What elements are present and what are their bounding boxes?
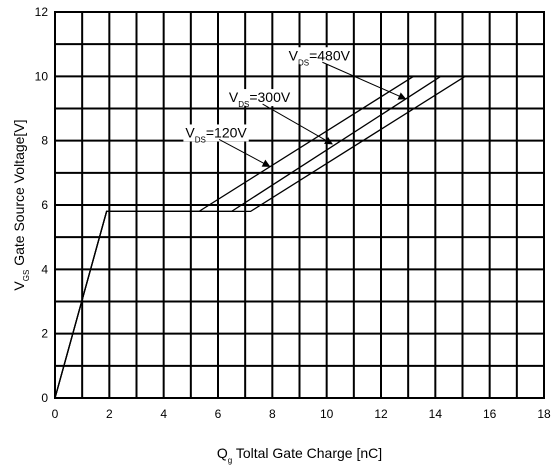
x-tick-label: 16 (483, 407, 497, 421)
x-tick-label: 0 (52, 407, 59, 421)
x-axis-label-subscript: g (228, 456, 232, 465)
grid (55, 12, 544, 398)
y-tick-label: 12 (35, 5, 49, 19)
series-group (54, 75, 466, 399)
series-label-subscript: DS (238, 100, 249, 109)
x-axis-label: Qg Toltal Gate Charge [nC] (217, 445, 382, 465)
x-tick-label: 2 (106, 407, 113, 421)
annotation-arrow (262, 103, 333, 145)
x-tick-label: 18 (537, 407, 551, 421)
series-label-rest: =300V (249, 89, 291, 105)
plot-border (54, 11, 545, 399)
y-axis-label-main: V (11, 281, 27, 291)
annotation-arrow (322, 61, 407, 100)
x-tick-label: 10 (320, 407, 334, 421)
x-axis-label-rest: Toltal Gate Charge [nC] (232, 445, 382, 461)
tick-labels: 0 2 4 6 8 10 12 14 16 18 0 2 4 6 8 10 12 (35, 5, 551, 421)
series-label-main: V (289, 47, 299, 63)
y-axis-label-subscript: GS (22, 270, 31, 282)
series-label-main: V (185, 124, 195, 140)
series-label-2: VDS=300V (229, 89, 291, 109)
y-tick-label: 10 (35, 69, 49, 83)
annotation-arrow (218, 139, 271, 167)
x-tick-label: 6 (215, 407, 222, 421)
series-label-rest: =480V (309, 47, 351, 63)
y-tick-label: 2 (41, 327, 48, 341)
series-line-3 (54, 75, 466, 399)
y-tick-label: 8 (41, 134, 48, 148)
series-label-rest: =120V (206, 124, 248, 140)
y-tick-label: 6 (41, 198, 48, 212)
x-tick-label: 8 (269, 407, 276, 421)
series-label-background (286, 47, 352, 65)
plot-frame (54, 11, 545, 399)
y-axis-label: VGS Gate Source Voltage[V] (11, 119, 31, 290)
series-label-background (226, 89, 293, 107)
x-tick-label: 12 (374, 407, 388, 421)
x-tick-label: 14 (429, 407, 443, 421)
series-label-subscript: DS (298, 58, 309, 67)
x-tick-label: 4 (160, 407, 167, 421)
series-label-subscript: DS (195, 135, 206, 144)
series-label-main: V (229, 89, 239, 105)
y-tick-label: 0 (41, 391, 48, 405)
series-label-3: VDS=480V (289, 47, 351, 67)
series-label-1: VDS=120V (185, 124, 247, 144)
x-axis-label-main: Q (217, 445, 228, 461)
y-tick-label: 4 (41, 262, 48, 276)
y-axis-label-rest: Gate Source Voltage[V] (11, 119, 27, 269)
series-label-background (183, 124, 249, 142)
